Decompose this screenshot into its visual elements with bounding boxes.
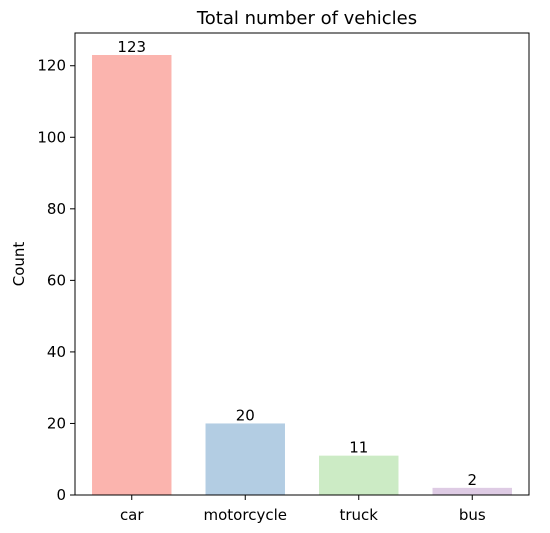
y-tick-label: 60 xyxy=(47,271,66,289)
data-label-bus: 2 xyxy=(467,471,477,489)
y-tick-label: 20 xyxy=(47,414,66,432)
y-tick-label: 0 xyxy=(56,486,66,504)
bar-bus xyxy=(432,487,512,495)
x-tick-label-truck: truck xyxy=(340,506,379,524)
bar-motorcycle xyxy=(205,423,285,495)
chart-title: Total number of vehicles xyxy=(196,8,417,29)
bar-truck xyxy=(319,455,399,495)
data-label-motorcycle: 20 xyxy=(236,406,255,424)
plot-area: 0 20 40 60 80 100 120 123 car 20 motorcycle 11 truck… xyxy=(37,38,512,524)
data-label-car: 123 xyxy=(117,38,146,56)
y-tick-label: 120 xyxy=(37,57,66,75)
x-tick-label-car: car xyxy=(120,506,144,524)
axes-frame xyxy=(74,32,530,496)
y-tick-label: 100 xyxy=(37,128,66,146)
x-tick-label-motorcycle: motorcycle xyxy=(204,506,287,524)
y-tick-label: 80 xyxy=(47,200,66,218)
x-tick-label-bus: bus xyxy=(459,506,486,524)
y-tick-label: 40 xyxy=(47,343,66,361)
bar-car xyxy=(92,55,172,495)
y-axis-label: Count xyxy=(10,242,28,287)
data-label-truck: 11 xyxy=(349,439,368,457)
